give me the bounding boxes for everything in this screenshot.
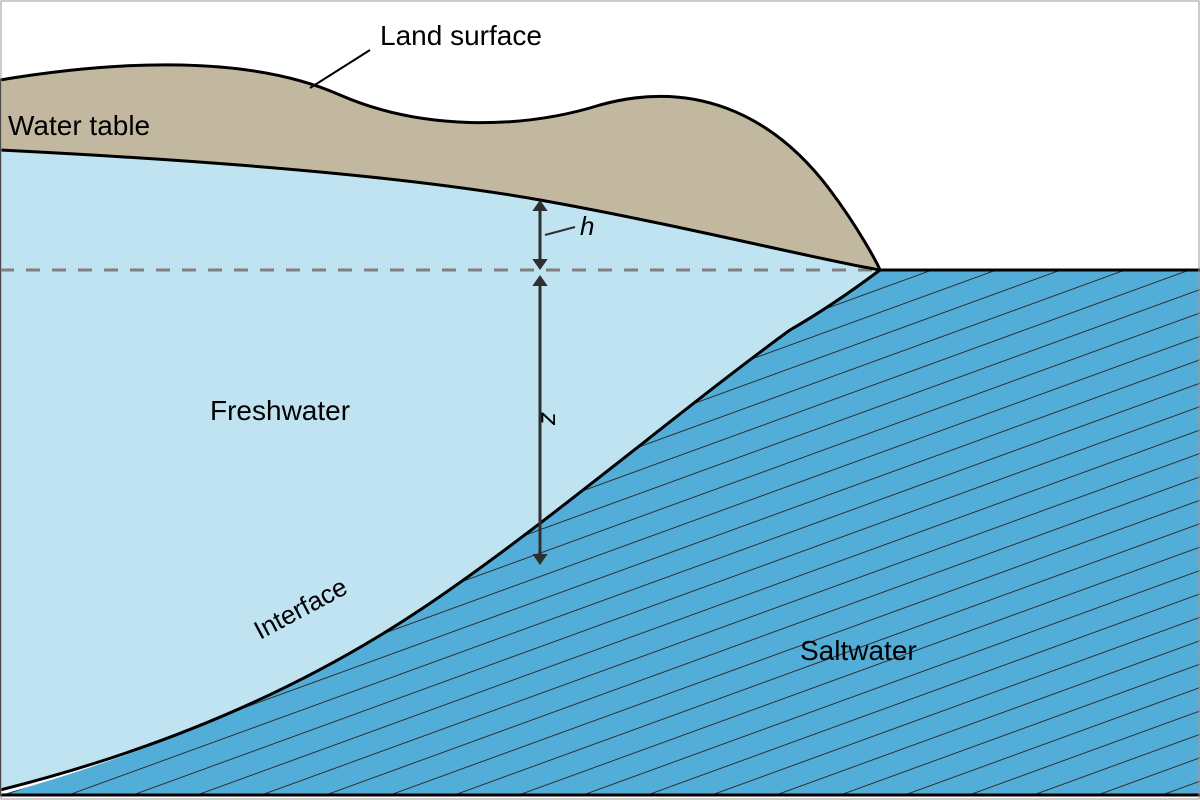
label-h: h (580, 211, 594, 241)
label-z: z (531, 412, 561, 426)
label-land-surface: Land surface (380, 20, 542, 51)
label-water-table: Water table (8, 110, 150, 141)
label-saltwater: Saltwater (800, 635, 917, 666)
label-freshwater: Freshwater (210, 395, 350, 426)
